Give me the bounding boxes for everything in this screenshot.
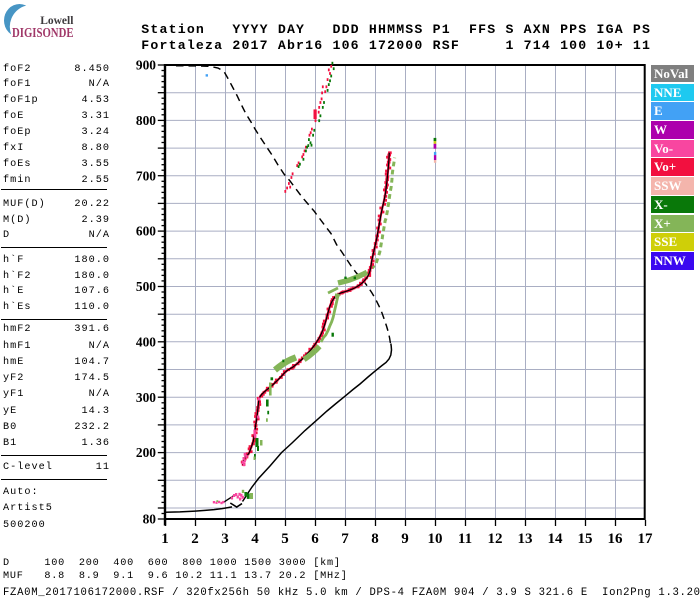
svg-text:17: 17 [638,531,654,547]
svg-text:300: 300 [136,390,156,405]
svg-text:6: 6 [311,531,319,547]
svg-text:8: 8 [371,531,379,547]
svg-text:4: 4 [251,531,259,547]
svg-text:16: 16 [608,531,624,547]
svg-text:900: 900 [136,58,156,73]
svg-text:5: 5 [281,531,289,547]
svg-text:200: 200 [136,445,156,460]
svg-text:2: 2 [191,531,199,547]
svg-text:15: 15 [578,531,593,547]
svg-text:DIGISONDE: DIGISONDE [12,26,74,41]
svg-text:14: 14 [548,531,564,547]
svg-text:80: 80 [143,512,157,527]
svg-text:12: 12 [488,531,503,547]
svg-text:400: 400 [136,334,156,349]
svg-text:3: 3 [221,531,229,547]
svg-text:13: 13 [518,531,533,547]
svg-text:700: 700 [136,168,156,183]
svg-text:9: 9 [401,531,409,547]
svg-text:7: 7 [341,531,349,547]
svg-text:10: 10 [428,531,443,547]
svg-text:11: 11 [458,531,472,547]
svg-text:800: 800 [136,113,156,128]
svg-text:1: 1 [161,531,169,547]
svg-text:600: 600 [136,224,156,239]
svg-text:Lowell: Lowell [40,15,73,27]
svg-text:500: 500 [136,279,156,294]
